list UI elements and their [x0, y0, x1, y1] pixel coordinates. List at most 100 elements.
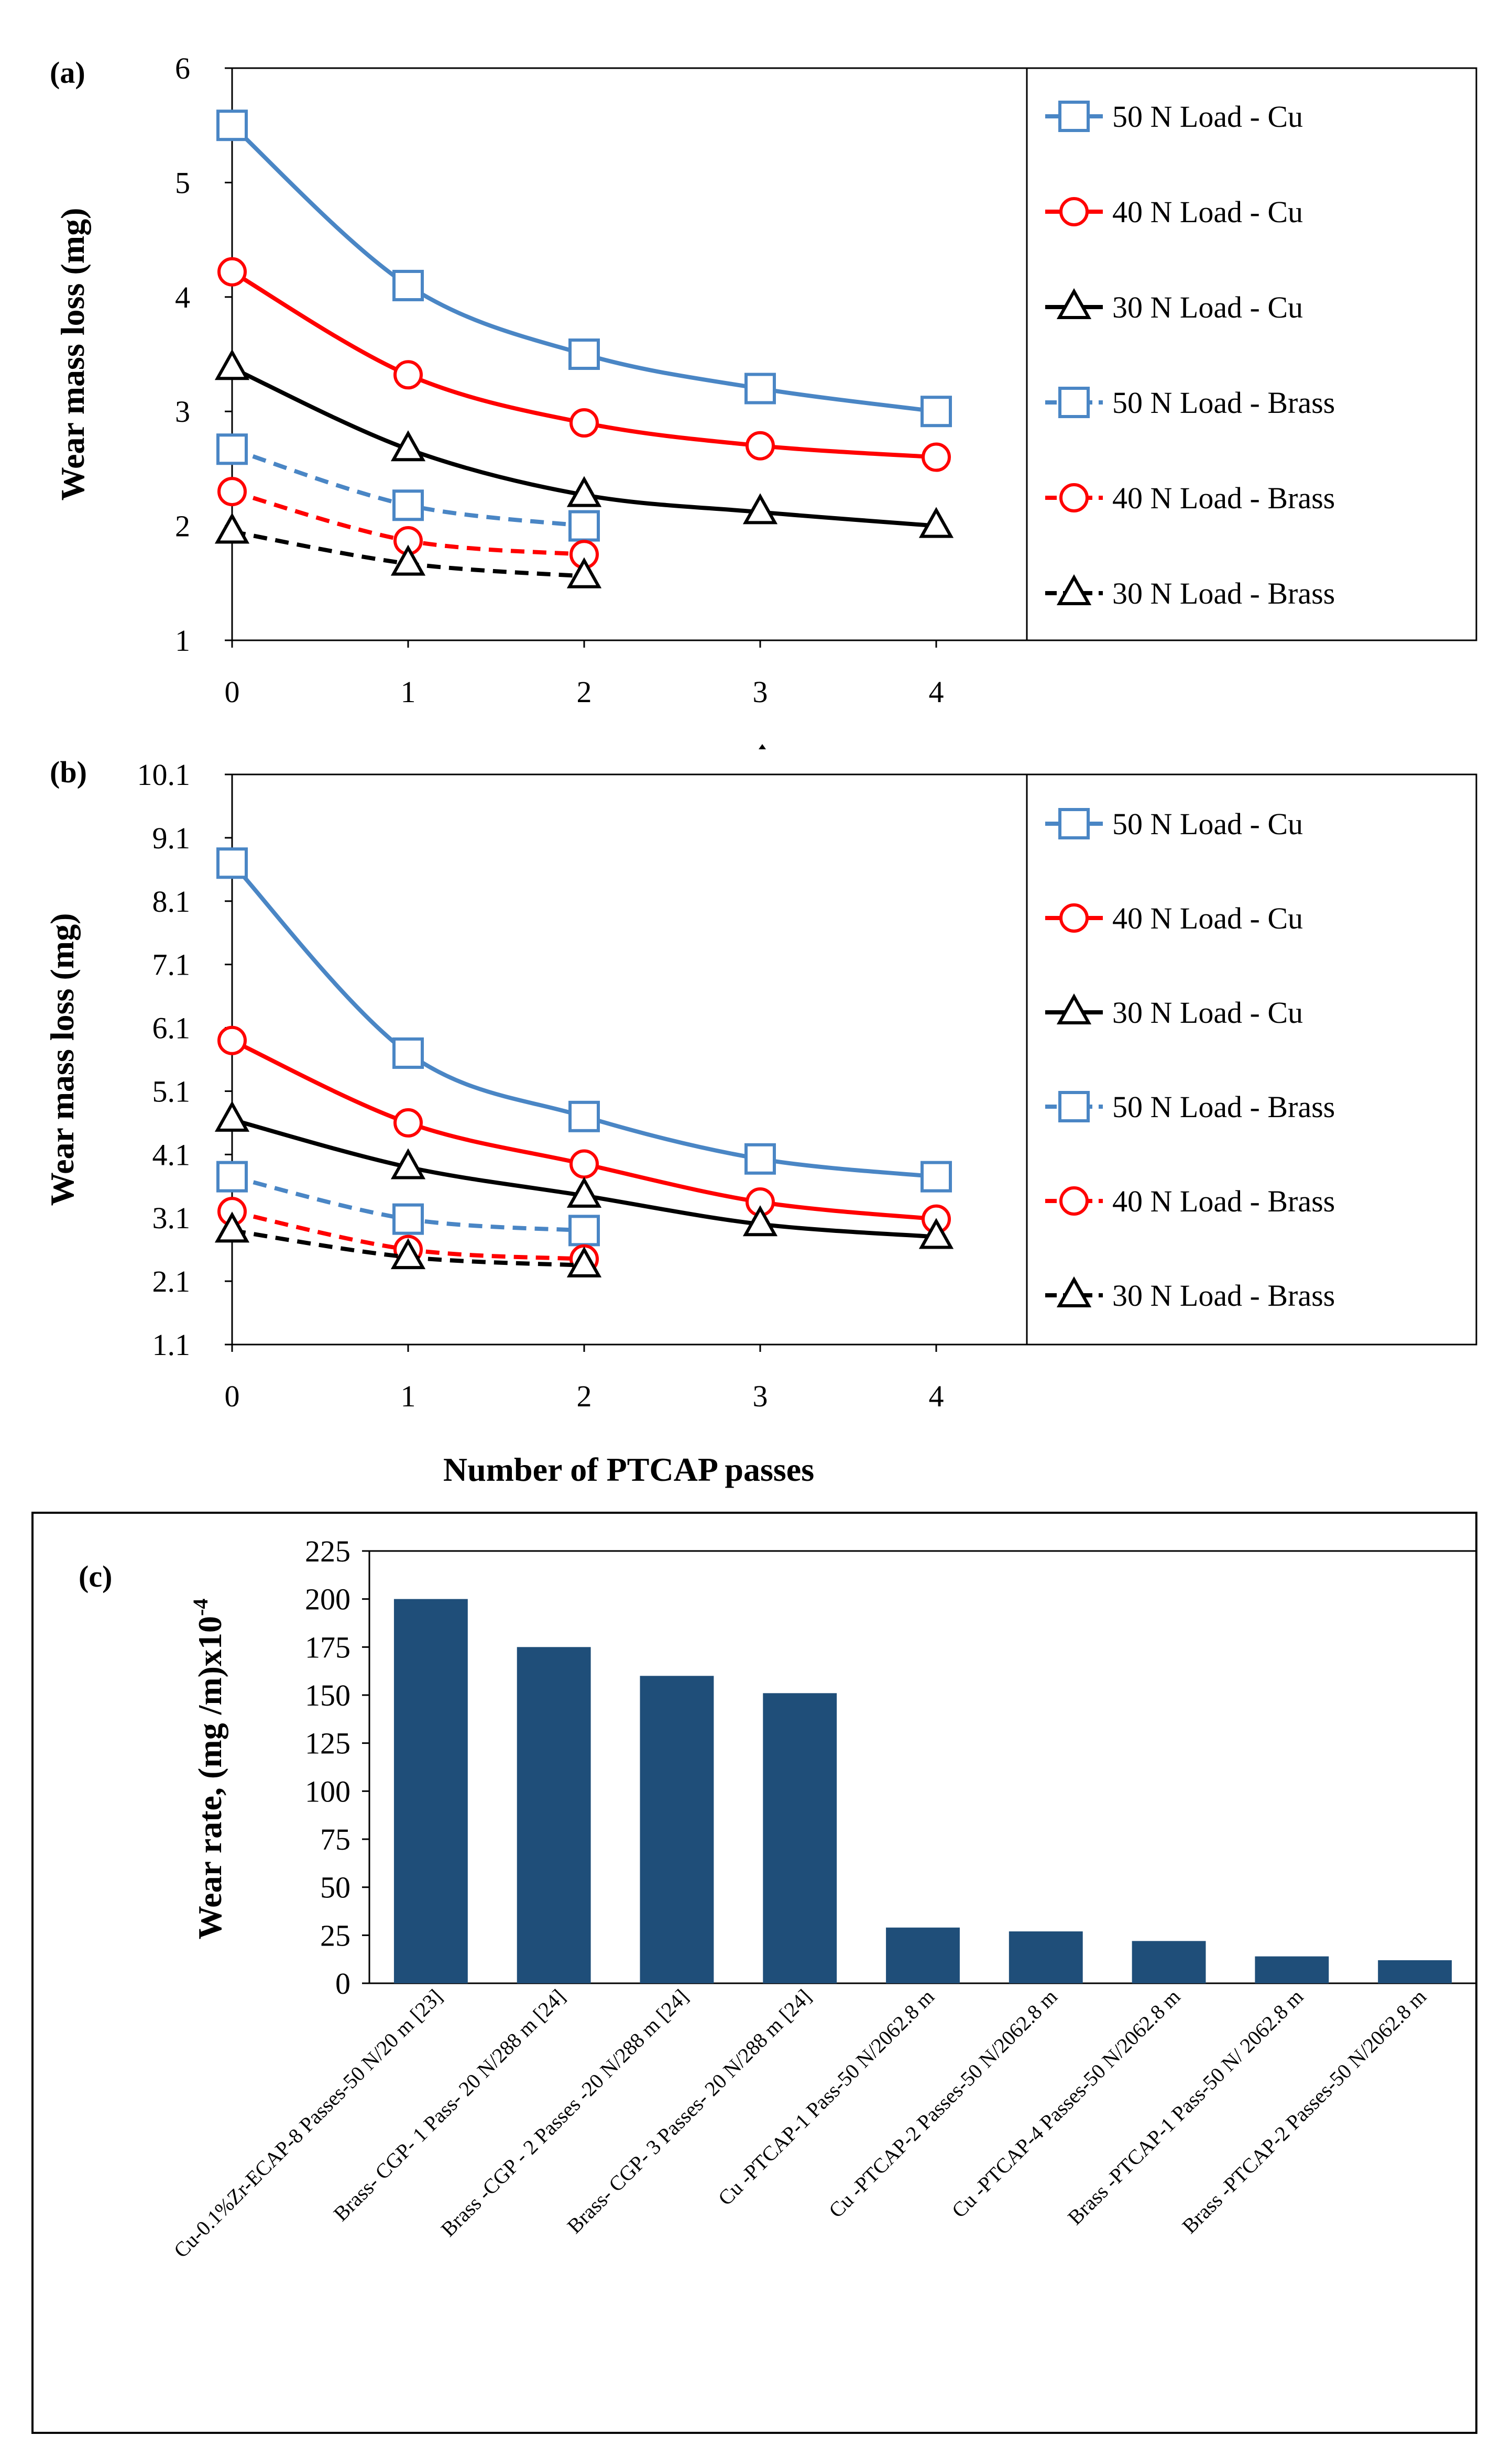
- data-point: [746, 431, 775, 461]
- legend-item: 30 N Load - Brass: [1045, 1276, 1335, 1313]
- data-point: [569, 408, 599, 438]
- panel-a: (a) Wear mass loss (mg) 1 2 3 4 5 6 0 1 2 3 4 50 …: [50, 51, 1477, 749]
- bar: [1378, 1960, 1452, 1983]
- panel-a-artifact-mark: [759, 744, 766, 749]
- panel-b-y-ticks: 1.1 2.1 3.1 4.1 5.1 6.1 7.1 8.1 9.1 10.1: [137, 758, 232, 1362]
- y-tick-label: 2.1: [152, 1264, 191, 1298]
- legend-item: 50 N Load - Cu: [1045, 100, 1303, 134]
- data-point: [566, 1176, 602, 1208]
- legend-marker: [1058, 387, 1090, 418]
- panel-c-outer-frame: [31, 1512, 1477, 2434]
- panel-c-y-ticks: 0 25 50 75 100 125 150 175 200 225: [305, 1534, 369, 2001]
- y-tick-label: 0: [335, 1967, 350, 2001]
- x-tick-label: 1: [401, 675, 416, 709]
- x-tick-label: 4: [929, 1379, 944, 1413]
- data-point: [214, 349, 250, 380]
- legend-marker: [1056, 1276, 1092, 1307]
- y-tick-label: 175: [305, 1630, 350, 1664]
- data-point: [568, 1100, 600, 1132]
- data-point: [392, 1037, 424, 1069]
- data-point: [217, 477, 247, 507]
- y-tick-label: 1: [175, 624, 190, 658]
- legend-marker: [1059, 903, 1089, 933]
- data-point: [390, 430, 426, 462]
- panel-b-y-axis-title: Wear mass loss (mg): [43, 913, 81, 1206]
- legend-item: 40 N Load - Cu: [1045, 195, 1303, 229]
- data-point: [392, 1203, 424, 1235]
- legend-label: 40 N Load - Brass: [1112, 1184, 1335, 1218]
- legend-marker: [1058, 1091, 1090, 1122]
- data-point: [568, 510, 600, 542]
- legend-item: 30 N Load - Cu: [1045, 993, 1303, 1030]
- series-30-n-load-cu: [214, 349, 954, 538]
- data-point: [566, 476, 602, 507]
- y-tick-label: 25: [320, 1918, 350, 1952]
- x-tick-label: 2: [577, 1379, 592, 1413]
- panel-c-y-axis-title-main: Wear rate, (mg /m)x10: [191, 1616, 228, 1939]
- y-tick-label: 5: [175, 166, 190, 200]
- legend-label: 50 N Load - Brass: [1112, 1090, 1335, 1124]
- panel-c-y-axis-title-exponent: -4: [189, 1599, 212, 1616]
- y-tick-label: 125: [305, 1727, 350, 1761]
- legend-item: 40 N Load - Brass: [1045, 1184, 1335, 1218]
- legend-label: 30 N Load - Brass: [1112, 576, 1335, 610]
- legend-item: 30 N Load - Cu: [1045, 288, 1303, 324]
- legend-label: 40 N Load - Cu: [1112, 195, 1303, 229]
- legend-label: 40 N Load - Brass: [1112, 481, 1335, 515]
- panel-a-series: [214, 110, 954, 588]
- y-tick-label: 150: [305, 1678, 350, 1712]
- legend-label: 30 N Load - Cu: [1112, 290, 1303, 324]
- legend-label: 40 N Load - Cu: [1112, 901, 1303, 935]
- legend-marker: [1059, 483, 1089, 512]
- panel-b-legend: 50 N Load - Cu 40 N Load - Cu 30 N Load - …: [1045, 807, 1335, 1313]
- legend-item: 50 N Load - Cu: [1045, 807, 1303, 841]
- bar: [886, 1927, 960, 1983]
- data-point: [217, 1025, 247, 1055]
- y-tick-label: 8.1: [152, 884, 191, 919]
- y-tick-label: 2: [175, 509, 190, 543]
- data-point: [742, 493, 778, 525]
- legend-marker: [1058, 808, 1090, 839]
- y-tick-label: 4.1: [152, 1138, 191, 1172]
- y-tick-label: 50: [320, 1871, 350, 1905]
- series-30-n-load-cu: [214, 1100, 954, 1249]
- data-point: [214, 1211, 250, 1243]
- data-point: [566, 557, 602, 588]
- y-tick-label: 5.1: [152, 1074, 191, 1108]
- data-point: [390, 1148, 426, 1179]
- legend-marker: [1059, 1186, 1089, 1216]
- legend-marker: [1058, 101, 1090, 132]
- y-tick-label: 6.1: [152, 1011, 191, 1045]
- data-point: [569, 1149, 599, 1179]
- y-tick-label: 4: [175, 280, 190, 314]
- panel-c-y-axis-title: Wear rate, (mg /m)x10-4: [189, 1599, 228, 1940]
- data-point: [214, 1100, 250, 1132]
- legend-marker: [1059, 197, 1089, 226]
- legend-label: 50 N Load - Brass: [1112, 386, 1335, 420]
- data-point: [216, 847, 248, 879]
- x-tick-label: 0: [225, 675, 240, 709]
- legend-item: 50 N Load - Brass: [1045, 1090, 1335, 1124]
- y-tick-label: 225: [305, 1534, 350, 1568]
- legend-item: 30 N Load - Brass: [1045, 574, 1335, 610]
- legend-label: 30 N Load - Brass: [1112, 1279, 1335, 1313]
- y-tick-label: 3.1: [152, 1201, 191, 1235]
- data-point: [922, 442, 951, 472]
- bar: [1132, 1941, 1206, 1983]
- bar: [763, 1693, 837, 1983]
- data-point: [744, 1143, 776, 1175]
- data-point: [744, 373, 776, 405]
- legend-marker: [1056, 993, 1092, 1024]
- panel-a-label: (a): [50, 56, 85, 90]
- series-30-n-load-brass: [214, 1211, 602, 1277]
- legend-item: 40 N Load - Brass: [1045, 481, 1335, 515]
- x-tick-label: 0: [225, 1379, 240, 1413]
- series-30-n-load-brass: [214, 512, 602, 588]
- data-point: [216, 1161, 248, 1193]
- panel-b-label: (b): [50, 755, 87, 789]
- legend-marker: [1056, 574, 1092, 605]
- y-tick-label: 7.1: [152, 948, 191, 982]
- x-tick-label: 4: [929, 675, 944, 709]
- y-tick-label: 3: [175, 395, 190, 429]
